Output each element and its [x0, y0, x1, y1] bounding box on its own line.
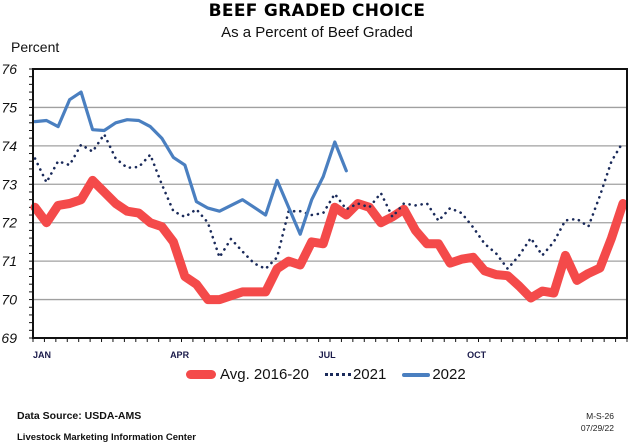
x-axis-ticks: JAN APR JUL OCT — [32, 338, 628, 360]
chart-date: 07/29/22 — [580, 423, 614, 433]
y-tick-label: 76 — [1, 61, 17, 77]
series-line-avg-2016-20 — [30, 175, 628, 305]
plot-frame — [32, 68, 628, 339]
x-tick-label: OCT — [467, 350, 487, 360]
chart-title: BEEF GRADED CHOICE — [208, 1, 426, 21]
chart-subtitle: As a Percent of Beef Graded — [221, 24, 413, 41]
series-lines — [30, 90, 628, 305]
legend-swatch-2021 — [324, 373, 351, 376]
x-tick-label: JUL — [319, 350, 337, 360]
y-axis-label: Percent — [11, 39, 60, 55]
chart-code: M-S-26 07/29/22 — [550, 410, 614, 434]
y-tick-label: 70 — [1, 292, 17, 308]
legend-item-avg: Avg. 2016-20 — [186, 366, 309, 383]
legend-item-2022: 2022 — [402, 366, 466, 383]
legend-label-2021: 2021 — [352, 366, 387, 383]
x-tick-label: APR — [170, 350, 190, 360]
legend-swatch-2022 — [402, 372, 431, 377]
legend: Avg. 2016-20 2021 2022 — [186, 366, 482, 383]
chart-id: M-S-26 — [586, 411, 614, 421]
data-source: Data Source: USDA-AMS — [17, 410, 142, 422]
publisher: Livestock Marketing Information Center — [17, 432, 196, 443]
y-tick-label: 75 — [1, 99, 17, 115]
y-tick-label: 73 — [1, 176, 17, 192]
legend-item-2021: 2021 — [324, 366, 387, 383]
y-tick-label: 69 — [1, 330, 17, 346]
legend-swatch-avg — [186, 370, 216, 379]
y-tick-label: 71 — [1, 253, 17, 269]
y-tick-label: 72 — [1, 215, 17, 231]
legend-label-avg: Avg. 2016-20 — [220, 366, 309, 383]
y-axis-ticks: 69 70 71 72 73 74 75 76 — [1, 61, 33, 346]
y-tick-label: 74 — [1, 138, 17, 154]
gridlines — [33, 106, 627, 301]
legend-label-2022: 2022 — [432, 366, 466, 383]
series-line-2022 — [33, 90, 348, 236]
x-tick-label: JAN — [33, 350, 51, 360]
